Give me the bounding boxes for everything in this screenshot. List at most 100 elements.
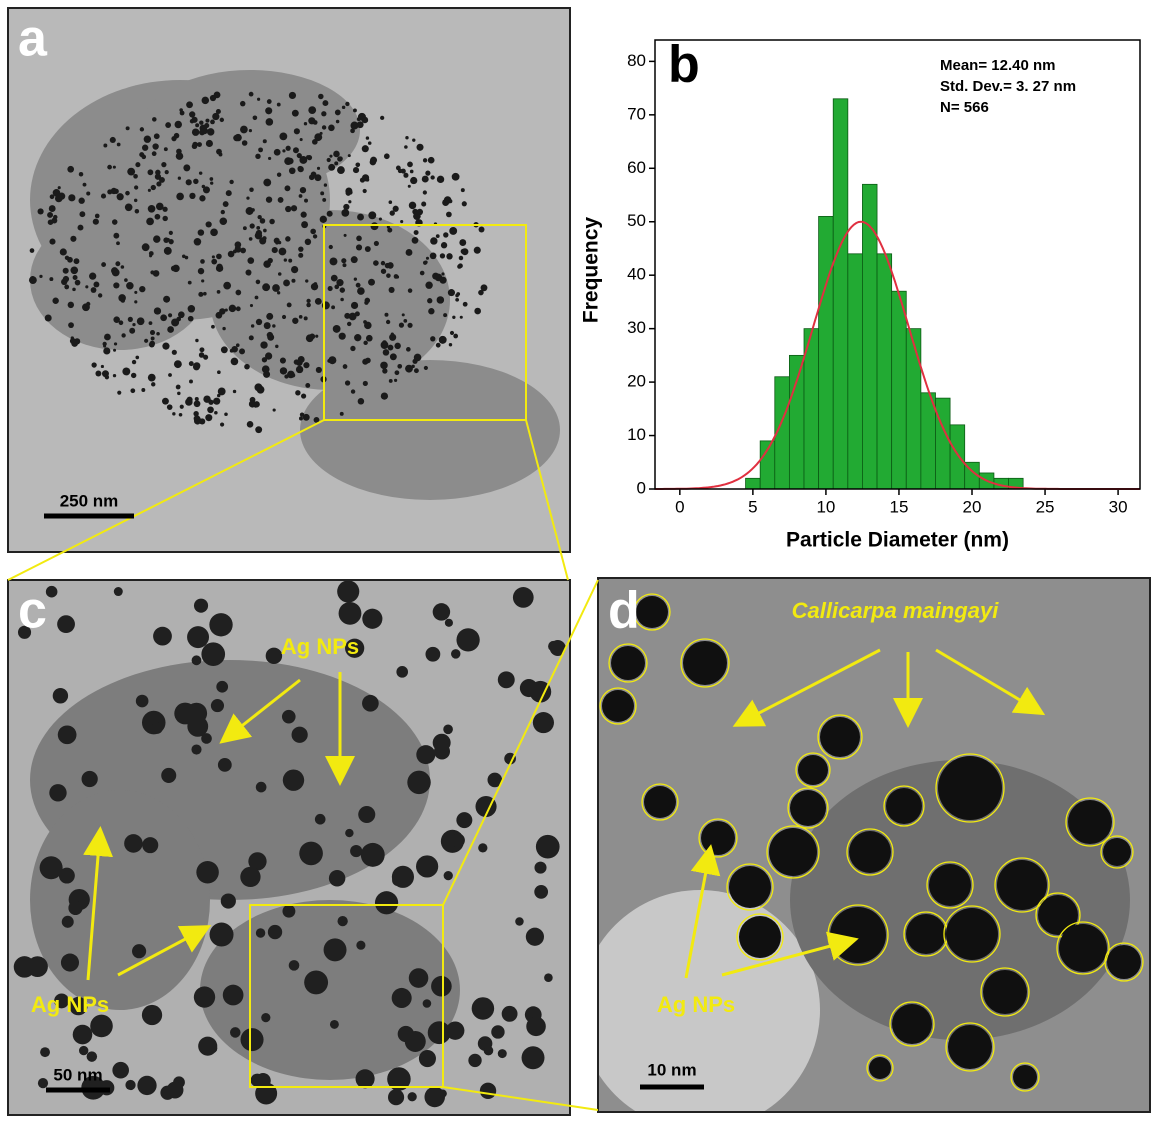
particle	[125, 126, 130, 131]
particle	[163, 295, 171, 303]
particle	[37, 1078, 49, 1089]
particle	[234, 245, 241, 252]
particle-outline	[889, 1001, 935, 1047]
particle	[147, 169, 154, 176]
particle	[52, 189, 61, 197]
particle	[301, 221, 309, 229]
particle	[254, 383, 263, 392]
particle	[314, 813, 326, 825]
particle	[39, 274, 43, 279]
particle	[193, 986, 216, 1008]
particle	[29, 248, 35, 253]
particle-outline	[980, 967, 1030, 1017]
particle	[798, 755, 828, 785]
particle	[147, 204, 156, 213]
particle	[203, 291, 207, 296]
particle	[151, 151, 157, 157]
particle	[207, 128, 215, 136]
particle	[203, 395, 211, 403]
particle	[364, 297, 371, 304]
particle	[380, 363, 385, 368]
particle	[170, 265, 177, 272]
particle	[209, 177, 214, 181]
particle	[338, 332, 346, 340]
particle	[193, 238, 202, 246]
particle	[153, 307, 162, 315]
particle	[81, 770, 98, 788]
particle	[255, 426, 263, 434]
particle	[276, 102, 281, 107]
particle	[232, 389, 237, 394]
particle	[416, 208, 424, 216]
particle	[1038, 895, 1078, 935]
particle	[299, 841, 323, 866]
particle-outline	[883, 785, 925, 827]
particle	[279, 132, 288, 141]
particle	[146, 217, 154, 226]
particle	[211, 324, 215, 329]
particle	[443, 313, 448, 318]
particle	[152, 270, 160, 277]
particle	[262, 283, 271, 292]
particle	[479, 1082, 497, 1099]
particle	[54, 993, 70, 1009]
particle	[142, 837, 159, 854]
particle	[171, 318, 180, 327]
particle	[291, 278, 296, 283]
particle	[264, 352, 273, 360]
particle-outline	[1100, 835, 1134, 869]
particle	[248, 237, 253, 241]
particle	[234, 133, 242, 142]
particle	[44, 314, 52, 322]
particle	[535, 834, 560, 859]
particle	[373, 260, 379, 266]
particle-outline	[935, 753, 1005, 823]
particle-outline	[766, 825, 820, 879]
particle	[272, 408, 276, 412]
particle	[422, 158, 428, 163]
particle	[305, 382, 311, 388]
particle	[168, 239, 174, 245]
particle	[438, 176, 444, 182]
particle	[938, 756, 1002, 820]
y-tick-label: 20	[627, 372, 646, 391]
particle	[416, 745, 436, 765]
particle	[248, 852, 267, 871]
particle	[302, 413, 310, 421]
particle	[331, 305, 336, 310]
particle	[830, 907, 886, 963]
scale-label: 250 nm	[60, 491, 119, 510]
particle	[458, 263, 463, 269]
particle	[291, 373, 296, 378]
particle	[187, 280, 192, 285]
particle	[134, 290, 138, 294]
particle	[387, 1067, 411, 1091]
particle	[403, 172, 409, 178]
particle	[456, 292, 461, 296]
particle	[334, 109, 341, 116]
particle	[292, 317, 299, 324]
particle	[407, 288, 413, 293]
particle	[389, 210, 395, 216]
particle	[149, 329, 156, 336]
particle	[255, 1082, 278, 1105]
particle	[425, 170, 431, 176]
particle	[1013, 1065, 1037, 1089]
particle	[283, 279, 290, 287]
particle-outline	[1010, 1062, 1040, 1092]
particle	[64, 284, 70, 290]
particle	[191, 744, 202, 755]
particle	[407, 161, 413, 168]
particle	[286, 302, 292, 308]
particle	[217, 387, 226, 396]
particle-outline	[1104, 942, 1144, 982]
particle	[210, 119, 215, 125]
particle	[71, 340, 78, 347]
particle	[154, 213, 161, 220]
particle	[456, 812, 473, 829]
particle	[113, 188, 119, 194]
particle	[210, 181, 214, 185]
particle	[471, 997, 495, 1020]
particle	[295, 390, 301, 396]
particle	[242, 226, 247, 231]
